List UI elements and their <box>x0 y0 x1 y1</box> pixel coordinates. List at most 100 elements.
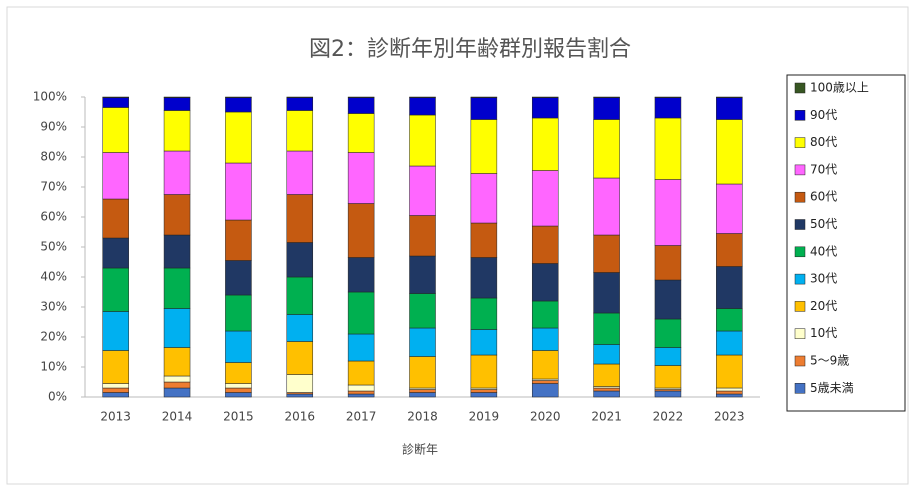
x-tick-label: 2023 <box>714 410 745 424</box>
bar-segment <box>102 387 129 393</box>
bar-segment <box>716 387 743 392</box>
bar-segment <box>716 393 743 398</box>
bar-segment <box>470 222 498 258</box>
legend-label: 100歳以上 <box>810 81 869 95</box>
bar-segment <box>470 257 498 299</box>
legend-swatch <box>794 301 806 312</box>
x-tick-label: 2020 <box>530 410 561 424</box>
bar-segment <box>163 267 191 309</box>
legend-box <box>786 74 906 412</box>
bar-segment <box>716 390 743 395</box>
bar-segment <box>531 170 559 227</box>
bar-segment <box>470 389 498 393</box>
bar-segment <box>716 330 743 356</box>
bar-segment <box>163 381 191 389</box>
bar-segment <box>470 297 498 330</box>
x-tick-label: 2018 <box>407 410 438 424</box>
bar-segment <box>286 242 314 278</box>
bar-segment <box>163 96 191 98</box>
x-tick-label: 2021 <box>591 410 622 424</box>
bar-segment <box>225 383 252 389</box>
bar-segment <box>593 387 620 392</box>
bar-segment <box>225 362 252 384</box>
bar-segment <box>716 308 743 332</box>
bar-segment <box>654 390 682 398</box>
bar-segment <box>593 177 620 236</box>
legend-label: 10代 <box>810 326 837 340</box>
bar-segment <box>531 117 559 171</box>
bar-segment <box>470 329 498 356</box>
bar-segment <box>102 198 129 239</box>
bar-segment <box>531 327 559 351</box>
legend-swatch <box>794 110 806 121</box>
x-tick-label: 2014 <box>162 410 193 424</box>
y-tick-label: 80% <box>40 150 67 164</box>
legend-swatch <box>794 355 806 367</box>
legend-swatch <box>794 246 806 258</box>
legend-swatch <box>794 273 806 285</box>
bar-segment <box>531 350 559 380</box>
bar-segment <box>286 276 314 315</box>
x-tick-label: 2015 <box>223 410 254 424</box>
bar-segment <box>654 365 682 389</box>
bar-segment <box>716 97 743 120</box>
bar-segment <box>716 96 743 98</box>
bar-segment <box>593 344 620 365</box>
bar-segment <box>654 96 682 98</box>
bar-segment <box>102 392 129 398</box>
bar-segment <box>716 119 743 185</box>
bar-segment <box>347 257 375 293</box>
legend-label: 90代 <box>810 108 837 122</box>
bar-segment <box>409 97 436 116</box>
bar-segment <box>409 327 436 357</box>
y-tick-label: 90% <box>40 120 67 134</box>
x-tick-label: 2013 <box>100 410 131 424</box>
bar-segment <box>409 356 436 389</box>
y-tick-label: 100% <box>33 90 67 104</box>
bar-segment <box>347 393 375 398</box>
bar-segment <box>470 96 498 98</box>
bar-segment <box>531 225 559 264</box>
bar-segment <box>102 267 129 312</box>
bar-segment <box>163 110 191 152</box>
bar-segment <box>654 318 682 348</box>
bar-segment <box>470 119 498 174</box>
bar-segment <box>225 387 252 393</box>
x-tick-label: 2022 <box>653 410 684 424</box>
bar-segment <box>286 314 314 342</box>
bar-segment <box>225 162 252 221</box>
bar-segment <box>286 393 314 398</box>
bar-segment <box>409 392 436 398</box>
bar-segment <box>593 272 620 314</box>
bar-segment <box>409 255 436 294</box>
bar-segment <box>593 363 620 387</box>
bar-segment <box>716 233 743 267</box>
bar-segment <box>225 96 252 98</box>
bar-segment <box>347 152 375 204</box>
legend-label: 50代 <box>810 217 837 231</box>
legend-label: 40代 <box>810 244 837 258</box>
bar-segment <box>286 96 314 98</box>
bar-segment <box>347 384 375 392</box>
bar-segment <box>225 97 252 113</box>
bar-segment <box>470 97 498 120</box>
bar-segment <box>102 97 129 108</box>
bar-segment <box>225 392 252 398</box>
bar-segment <box>470 354 498 389</box>
bar-segment <box>225 260 252 296</box>
bar-segment <box>409 165 436 216</box>
y-tick-label: 30% <box>40 300 67 314</box>
bar-segment <box>225 294 252 332</box>
bar-segment <box>347 97 375 114</box>
legend-swatch <box>794 137 806 148</box>
bar-segment <box>102 152 129 200</box>
bar-segment <box>225 111 252 164</box>
x-tick-label: 2019 <box>469 410 500 424</box>
bar-segment <box>102 311 129 351</box>
bar-segment <box>225 330 252 363</box>
bar-segment <box>531 97 559 119</box>
bar-segment <box>286 150 314 195</box>
bar-segment <box>716 266 743 309</box>
bar-segment <box>163 150 191 195</box>
